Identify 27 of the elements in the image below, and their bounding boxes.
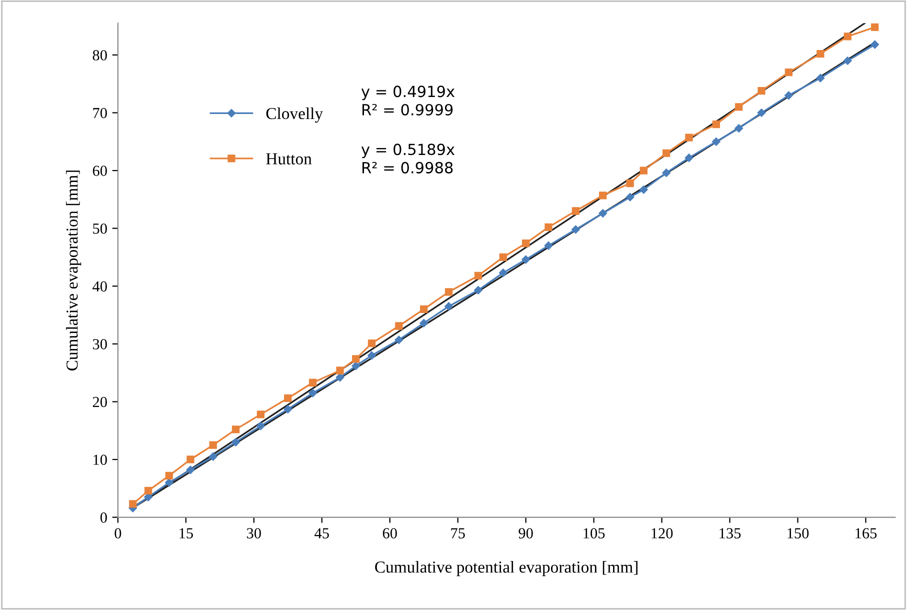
y-tick-label: 30 (92, 339, 107, 350)
legend-label: Hutton (266, 153, 312, 164)
x-tick-label: 105 (584, 528, 605, 538)
x-tick-label: 0 (114, 528, 122, 538)
y-tick-label: 50 (93, 223, 107, 234)
annotation: y = 0.4919x R² = 0.9999 (361, 86, 455, 116)
x-tick-label: 120 (652, 528, 673, 538)
y-tick-label: 10 (94, 454, 107, 465)
x-tick-label: 90 (518, 528, 533, 538)
y-tick-label: 60 (92, 166, 107, 176)
x-tick-label: 165 (856, 528, 877, 538)
legend-label: Clovelly (266, 107, 323, 123)
y-tick-label: 40 (92, 281, 107, 292)
x-tick-label: 45 (314, 528, 329, 538)
y-tick-label: 0 (100, 512, 107, 523)
y-axis-title: Cumulative evaporation [mm] (66, 170, 82, 370)
x-tick-label: 150 (788, 528, 809, 538)
x-tick-label: 15 (180, 528, 193, 538)
x-tick-label: 75 (451, 528, 465, 538)
y-tick-label: 20 (92, 396, 107, 408)
x-axis-title: Cumulative potential evaporation [mm] (375, 560, 638, 576)
x-tick-label: 135 (720, 528, 741, 538)
y-tick-label: 80 (92, 50, 107, 60)
y-tick-label: 70 (93, 108, 107, 118)
x-tick-label: 60 (382, 528, 397, 538)
x-tick-label: 30 (246, 528, 261, 538)
annotation: y = 0.5189x R² = 0.9988 (361, 144, 455, 174)
